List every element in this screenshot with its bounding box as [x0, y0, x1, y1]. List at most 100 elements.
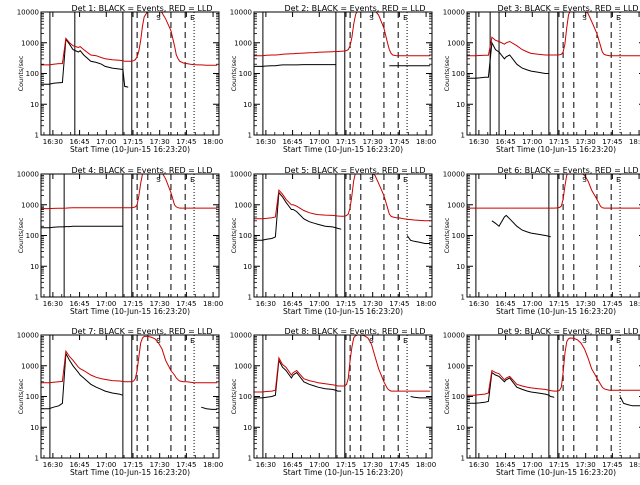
xtick-label: 16:30: [43, 138, 63, 146]
series-group: [254, 335, 431, 399]
series-events-line: [254, 191, 431, 244]
ytick-label: 10: [30, 263, 39, 271]
xtick-label: 18:00: [629, 138, 640, 146]
series-events-line: [41, 37, 129, 88]
ytick-label: 10000: [443, 171, 465, 179]
series-events-line: [254, 64, 431, 67]
series-lld-line: [467, 337, 640, 396]
ytick-label: 1000: [234, 201, 252, 209]
ytick-label: 10: [30, 101, 39, 109]
ytick-label: 10: [243, 263, 252, 271]
xtick-label: 16:30: [43, 461, 63, 469]
ytick-label: 100: [239, 70, 252, 78]
panel-title: Det 5: BLACK = Events, RED = LLD: [285, 166, 426, 175]
y-axis-label: Counts/sec: [230, 55, 238, 91]
xtick-label: 16:45: [282, 461, 302, 469]
xtick-label: 16:30: [43, 300, 63, 308]
series-lld-line: [254, 335, 431, 393]
marker-s: S: [156, 337, 161, 345]
plot-frame: [40, 173, 220, 298]
event-lines: [49, 12, 195, 135]
event-lines: [262, 12, 408, 135]
series-lld-line: [467, 174, 640, 209]
plot-frame: [466, 334, 640, 459]
series-events-line: [41, 351, 218, 410]
ytick-label: 10: [456, 101, 465, 109]
marker-s: S: [582, 14, 587, 22]
ytick-label: 10: [243, 101, 252, 109]
ytick-label: 100: [239, 232, 252, 240]
y-axis-label: Counts/sec: [17, 217, 25, 253]
y-axis-label: Counts/sec: [17, 378, 25, 414]
ytick-label: 1: [248, 132, 252, 140]
ytick-label: 10000: [17, 171, 39, 179]
marker-s: S: [369, 14, 374, 22]
ytick-label: 100: [26, 70, 39, 78]
series-group: [467, 12, 640, 79]
x-axis-label: Start Time (10-Jun-15 16:23:20): [496, 307, 616, 316]
ytick-label: 1: [461, 132, 465, 140]
xtick-label: 16:30: [256, 300, 276, 308]
y-axis-label: Counts/sec: [230, 378, 238, 414]
ytick-label: 10000: [443, 332, 465, 340]
xtick-label: 17:15: [336, 300, 356, 308]
panel-title: Det 1: BLACK = Events, RED = LLD: [72, 4, 213, 13]
panel-title: Det 2: BLACK = Events, RED = LLD: [285, 4, 426, 13]
ytick-label: 1000: [447, 39, 465, 47]
ytick-label: 10: [456, 263, 465, 271]
xtick-label: 17:45: [389, 461, 409, 469]
xtick-label: 16:45: [69, 461, 89, 469]
x-axis-label: Start Time (10-Jun-15 16:23:20): [70, 468, 190, 477]
xtick-label: 17:15: [549, 461, 569, 469]
panel-title: Det 3: BLACK = Events, RED = LLD: [498, 4, 639, 13]
ytick-label: 10: [30, 424, 39, 432]
plot-frame: [253, 11, 433, 136]
ytick-label: 10000: [230, 9, 252, 17]
xtick-label: 17:30: [150, 461, 170, 469]
ytick-label: 1: [35, 455, 39, 463]
xtick-label: 17:30: [363, 300, 383, 308]
series-group: [41, 335, 218, 410]
x-axis-label: Start Time (10-Jun-15 16:23:20): [283, 145, 403, 154]
x-axis-label: Start Time (10-Jun-15 16:23:20): [496, 468, 616, 477]
marker-s: S: [156, 14, 161, 22]
panel-title: Det 4: BLACK = Events, RED = LLD: [72, 166, 213, 175]
series-events-line: [254, 358, 431, 399]
event-lines: [475, 335, 621, 458]
series-group: [254, 12, 431, 67]
marker-e: E: [403, 14, 407, 22]
marker-e: E: [616, 14, 620, 22]
series-lld-line: [467, 12, 640, 57]
ytick-label: 1000: [234, 39, 252, 47]
ytick-label: 10000: [17, 332, 39, 340]
ytick-label: 100: [452, 70, 465, 78]
series-group: [254, 174, 431, 244]
xtick-label: 17:15: [336, 461, 356, 469]
ytick-label: 1: [461, 455, 465, 463]
xtick-label: 17:00: [309, 461, 329, 469]
event-lines: [262, 174, 408, 297]
ytick-label: 10000: [230, 171, 252, 179]
ytick-label: 1: [248, 294, 252, 302]
ytick-label: 1000: [447, 201, 465, 209]
ytick-label: 10000: [443, 9, 465, 17]
event-lines: [49, 174, 195, 297]
xtick-label: 17:30: [150, 300, 170, 308]
y-axis-label: Counts/sec: [230, 217, 238, 253]
xtick-label: 17:30: [576, 300, 596, 308]
xtick-label: 17:15: [336, 138, 356, 146]
xtick-label: 17:00: [522, 300, 542, 308]
xtick-label: 17:45: [176, 300, 196, 308]
xtick-label: 16:30: [256, 138, 276, 146]
marker-s: S: [369, 176, 374, 184]
ytick-label: 1: [35, 294, 39, 302]
marker-e: E: [190, 337, 194, 345]
x-axis-label: Start Time (10-Jun-15 16:23:20): [70, 145, 190, 154]
